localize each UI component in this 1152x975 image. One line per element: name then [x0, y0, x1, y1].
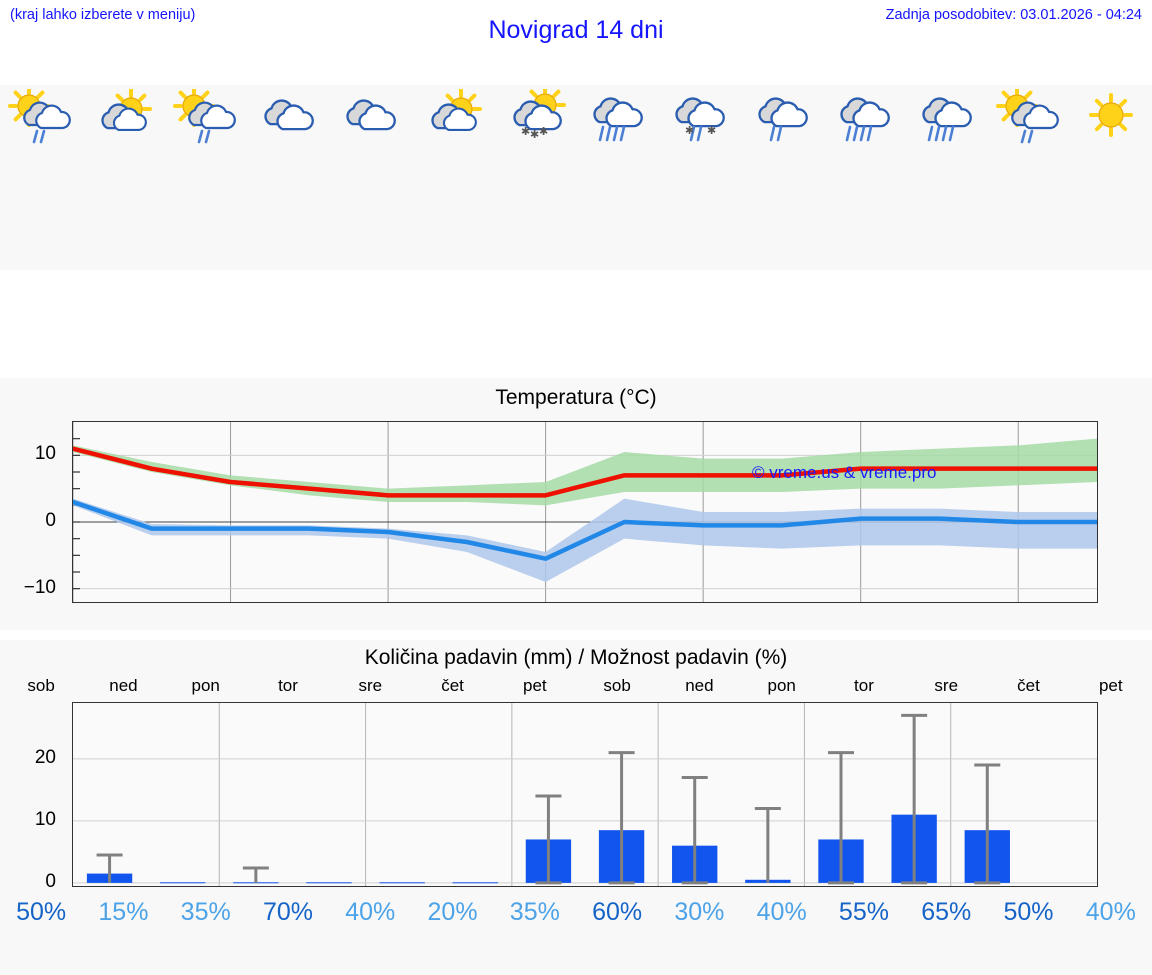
precipitation-probability: 40%	[1085, 898, 1136, 926]
forecast-day	[329, 85, 411, 270]
sun-cloud-icon	[417, 89, 489, 147]
svg-text:✱: ✱	[539, 125, 548, 138]
precipitation-probability: 40%	[756, 898, 807, 926]
sun-cloud-rain-icon	[170, 89, 242, 147]
cloudy-icon	[334, 89, 406, 147]
precipitation-probability: 20%	[427, 898, 478, 926]
precipitation-day-label: sob	[603, 676, 631, 695]
precipitation-probability: 70%	[262, 898, 313, 926]
precipitation-probability: 60%	[592, 898, 643, 926]
precipitation-probability: 50%	[1003, 898, 1054, 926]
last-update-label: Zadnja posodobitev: 03.01.2026 - 04:24	[885, 7, 1142, 23]
precipitation-probability: 35%	[180, 898, 231, 926]
precipitation-day-label: ned	[109, 676, 138, 695]
precipitation-day-label: ned	[685, 676, 714, 695]
sun-cloud-snow-icon: ✱ ✱ ✱	[499, 89, 571, 147]
forecast-day	[741, 85, 823, 270]
cloud-sleet-icon: ✱ ✱	[663, 89, 735, 147]
temperature-plot-area	[72, 421, 1098, 603]
sun-cloud-icon	[87, 89, 159, 147]
forecast-day	[905, 85, 987, 270]
precipitation-probability: 65%	[921, 898, 972, 926]
forecast-day	[82, 85, 164, 270]
precipitation-probability: 15%	[98, 898, 149, 926]
forecast-strip: ✱ ✱ ✱ ✱ ✱	[0, 85, 1152, 270]
precipitation-day-label: sob	[27, 676, 55, 695]
forecast-day	[411, 85, 493, 270]
precipitation-probability: 55%	[838, 898, 889, 926]
cloud-rain-light-icon	[746, 89, 818, 147]
svg-text:✱: ✱	[707, 124, 716, 137]
temperature-y-tick: 10	[34, 443, 56, 465]
precipitation-probability: 50%	[16, 898, 67, 926]
temperature-chart-title: Temperatura (°C)	[495, 386, 657, 409]
precipitation-day-label: pon	[767, 676, 796, 695]
precipitation-plot-area	[72, 702, 1098, 887]
forecast-day	[165, 85, 247, 270]
precipitation-day-label: tor	[854, 676, 874, 695]
forecast-day: ✱ ✱	[658, 85, 740, 270]
forecast-day	[1070, 85, 1152, 270]
precipitation-day-label: tor	[278, 676, 298, 695]
svg-text:✱: ✱	[530, 128, 539, 141]
location-menu-note: (kraj lahko izberete v meniju)	[10, 7, 196, 23]
precipitation-y-tick: 0	[45, 870, 56, 892]
cloud-rain-icon	[581, 89, 653, 147]
svg-text:✱: ✱	[521, 125, 530, 138]
precipitation-chart-title: Količina padavin (mm) / Možnost padavin …	[364, 646, 788, 669]
svg-text:✱: ✱	[685, 124, 694, 137]
precipitation-day-label: čet	[1017, 676, 1040, 695]
sun-cloud-rain-icon	[993, 89, 1065, 147]
page-title: Novigrad 14 dni	[488, 16, 664, 44]
precipitation-day-label: pon	[191, 676, 220, 695]
forecast-day	[823, 85, 905, 270]
precipitation-probability: 35%	[509, 898, 560, 926]
cloud-rain-icon	[910, 89, 982, 147]
precipitation-probability: 40%	[345, 898, 396, 926]
temperature-y-tick: −10	[23, 576, 56, 598]
precipitation-y-tick: 10	[34, 808, 56, 830]
precipitation-probability-row: 50% 15% 35% 70% 40% 20% 35% 60% 30% 40% 55% 65% 50% 4…	[0, 898, 1152, 938]
precipitation-day-label: sre	[934, 676, 959, 695]
forecast-day	[0, 85, 82, 270]
precipitation-day-label: pet	[523, 676, 547, 695]
cloud-rain-icon	[828, 89, 900, 147]
forecast-day	[576, 85, 658, 270]
sun-cloud-rain-icon	[5, 89, 77, 147]
precipitation-probability: 30%	[674, 898, 725, 926]
precipitation-day-labels: sob ned pon tor sre čet pet sob ned pon tor sre čet p…	[0, 676, 1152, 698]
sun-icon	[1075, 89, 1147, 147]
forecast-day	[987, 85, 1069, 270]
forecast-day: ✱ ✱ ✱	[494, 85, 576, 270]
precipitation-day-label: pet	[1098, 676, 1123, 695]
forecast-day	[247, 85, 329, 270]
precipitation-day-label: sre	[358, 676, 383, 695]
precipitation-y-tick: 20	[34, 746, 56, 768]
temperature-y-tick: 0	[45, 510, 56, 531]
cloudy-icon	[252, 89, 324, 147]
temperature-chart: Temperatura (°C) 10 0 −10	[0, 378, 1152, 630]
precipitation-chart: Količina padavin (mm) / Možnost padavin …	[0, 640, 1152, 975]
precipitation-day-label: čet	[441, 676, 464, 695]
watermark: © vreme.us & vreme.pro	[752, 463, 937, 482]
page-header: (kraj lahko izberete v meniju) Novigrad …	[0, 0, 1152, 62]
